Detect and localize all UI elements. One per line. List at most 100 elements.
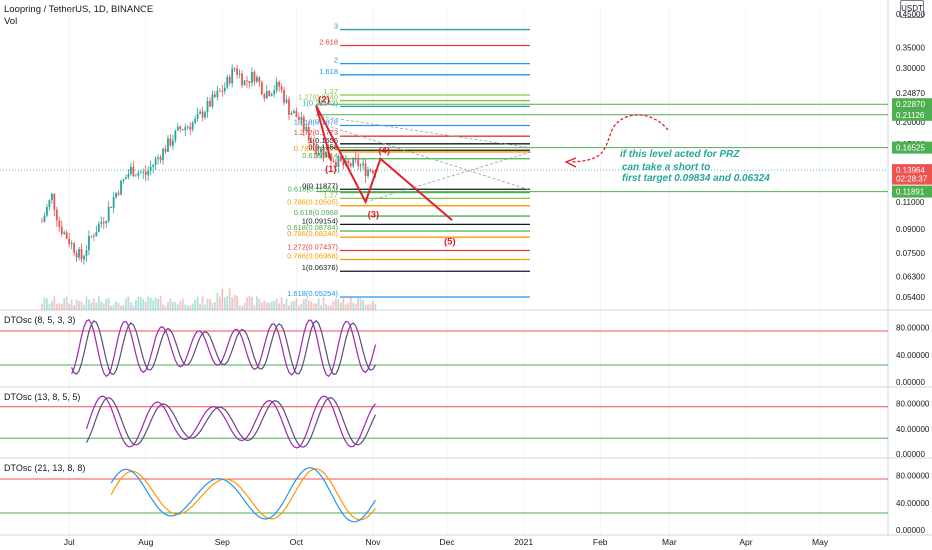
time-tick: Aug [138,537,153,547]
candle-body [88,236,90,251]
annotation-line: if this level acted for PRZ [620,149,740,160]
candle-body [68,238,71,245]
fib-label: 1.27 [323,87,338,96]
candle-body [137,172,140,176]
time-tick: Mar [662,537,677,547]
candle-body [223,87,226,92]
candle-body [184,127,187,131]
pane-title: DTOsc (8, 5, 3, 3) [4,315,75,325]
fib-levels: 32.61821.6181.271.27(0.22401(0.21142)1.6… [287,22,530,298]
volume-bar [216,292,219,310]
candle-body [243,80,246,86]
candle-body [236,68,239,75]
fib-label: 1(0.06376) [302,263,339,272]
volume-bar [137,296,140,310]
price-badge [892,98,932,111]
volume-bar [330,304,332,310]
candle-body [233,68,236,70]
time-tick: Apr [739,537,752,547]
candle-body [367,169,369,177]
price-badge [892,141,932,154]
volume-bar [97,296,100,310]
candle-body [310,140,313,143]
candle-body [270,94,273,96]
volume-bar [95,302,98,310]
fib-label: 3 [334,22,338,31]
candle-body [226,76,229,88]
candle-body [248,81,251,83]
candle-body [144,171,147,176]
candle-body [127,173,130,178]
candle-body [174,130,177,141]
candle-body [75,252,78,258]
oscillator-slow-line [71,319,377,376]
price-badge [892,185,932,198]
candle-body [191,122,194,130]
volume-bar [134,299,137,310]
price-tick: 0.20000 [896,118,925,127]
volume-bar [144,301,147,310]
volume-bar [80,301,83,310]
candle-body [372,170,374,174]
volume-bar [297,305,300,310]
volume-bar [337,299,340,310]
volume-bar [53,296,56,310]
fib-label: 1(0.21142) [302,98,338,107]
volume-bar [214,302,216,310]
volume-bar [209,298,211,310]
volume-bar [307,300,310,310]
volume-bar [68,303,71,310]
price-badge-text: 0.16525 [896,144,925,153]
volume-bar [48,303,51,310]
candle-body [263,94,266,99]
volume-bar [327,305,330,310]
fib-label: 0.786(0.08240) [287,229,338,238]
volume-bar [186,305,189,310]
currency-button[interactable]: USDT [900,0,924,18]
time-tick: Feb [593,537,608,547]
volume-bar [107,297,110,310]
candle-body [214,94,216,98]
volume-bar [115,301,117,310]
candle-body [211,94,214,107]
volume-bar [238,305,241,310]
volume-bar [206,298,209,310]
wave-label: (1) [325,164,337,175]
volume-bar [43,297,46,310]
volume-bar [159,296,162,310]
volume-bar [290,301,293,310]
candle-body [253,72,256,82]
candle-body [201,111,204,118]
candle-body [359,165,362,167]
volume-label[interactable]: Vol [4,16,18,27]
fib-label: 0.786(0.06968) [287,252,338,261]
candle-body [139,172,142,174]
wave-label: (2) [318,95,330,106]
volume-bar [253,305,256,310]
symbol-title[interactable]: Loopring / TetherUS, 1D, BINANCE [4,4,154,15]
annotation-arrow [571,114,669,163]
volume-bar [255,296,258,310]
volume-bar [310,301,313,310]
volume-bar [184,304,187,310]
oscillator-slow-line [85,396,377,448]
volume-bar [191,303,194,310]
fib-label: 1.618(0.1878 [294,118,338,127]
oscillator-pane: DTOsc (13, 8, 5, 5) 80.00000 40.00000 0.000… [0,392,930,459]
volume-bar [75,299,78,310]
candle-body [65,232,68,239]
volume-bar [78,301,80,310]
candle-body [260,82,263,95]
candle-body [117,192,120,195]
fib-label: 1.272(0.1773 [294,128,338,137]
candle-body [297,117,300,120]
candle-body [317,152,320,155]
pane-tick: 80.00000 [896,324,930,333]
candle-body [320,148,323,153]
volume-bar [122,304,125,310]
volume-bar [157,298,159,310]
volume-bar [172,302,174,310]
candle-body [63,232,66,234]
pane-tick: 40.00000 [896,351,930,360]
